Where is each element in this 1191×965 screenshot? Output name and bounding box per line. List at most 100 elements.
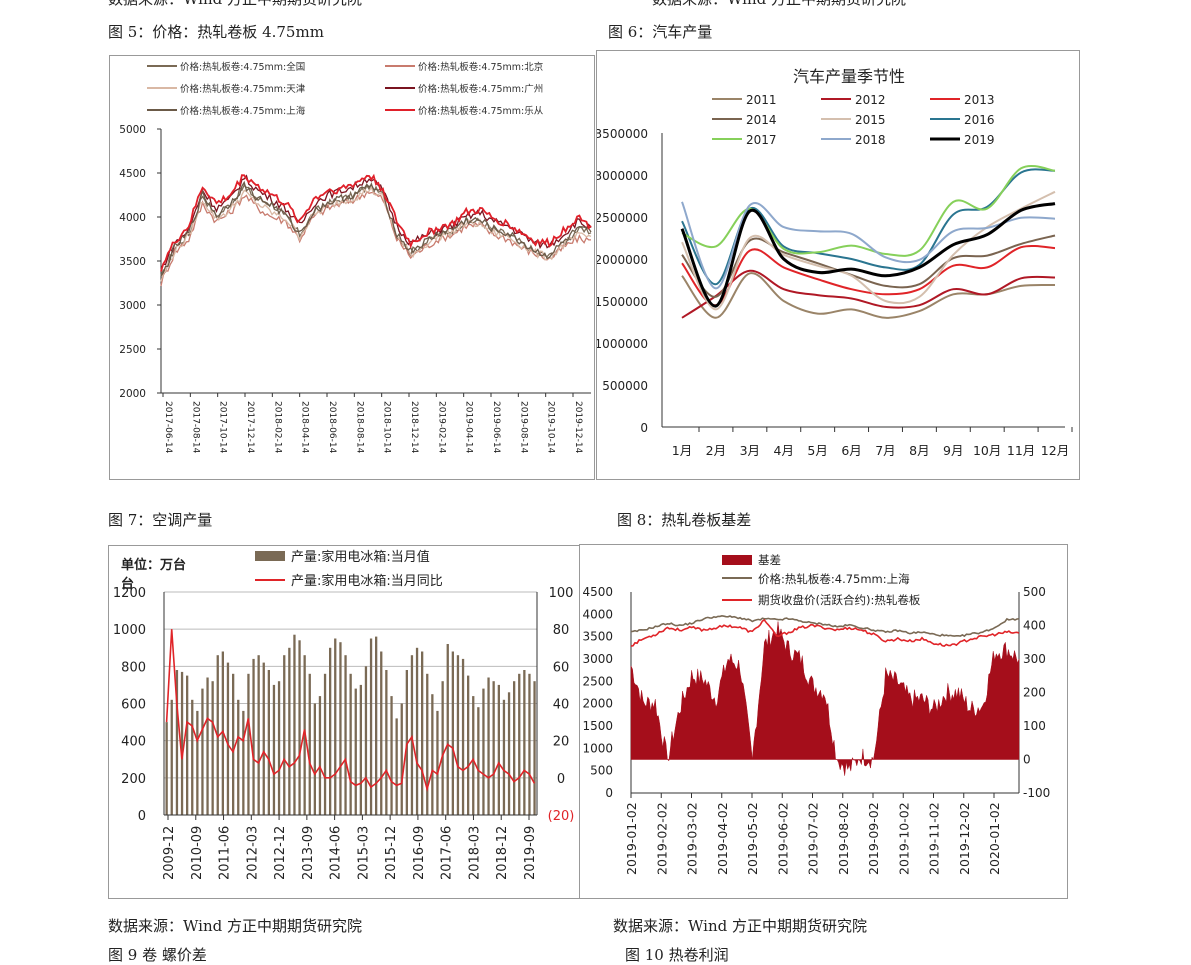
fig8-y2tick-label-300: 300 (1023, 652, 1046, 666)
fig7-xtick-label-2016-09: 2016-09 (412, 826, 427, 880)
fig7-xtick-label-2018-03: 2018-03 (467, 826, 482, 880)
fig7-ytick-label-400: 400 (121, 735, 146, 750)
fig8-ytick-label-1500: 1500 (582, 719, 613, 733)
fig8-xtick-label-2019-01-02: 2019-01-02 (624, 802, 639, 875)
fig5-chart: 价格:热轧板卷:4.75mm:全国 价格:热轧板卷:4.75mm:北京价格:热轧板… (119, 61, 592, 454)
fig7-bar (385, 670, 388, 815)
fig7-y2tick-label-0: 0 (557, 772, 565, 787)
fig8-legend-swatch-basis (722, 555, 752, 565)
fig7-bar (533, 681, 536, 815)
fig6-ytick-label-2000000: 2000000 (597, 253, 648, 267)
fig5-xtick-label-2019-02-14: 2019-02-14 (436, 401, 446, 454)
fig7-bar (344, 655, 347, 815)
fig7-bar (518, 673, 521, 815)
fig7-bar (421, 651, 424, 815)
fig7-xtick-label-2012-12: 2012-12 (273, 826, 288, 880)
bottom-right-source-caption: 数据来源：Wind 方正中期期货研究院 (613, 917, 867, 935)
fig7-bar (375, 636, 378, 815)
fig6-series-line-2018 (681, 201, 1056, 290)
fig5-xtick-label-2019-12-14: 2019-12-14 (573, 401, 583, 454)
fig7-bar (467, 675, 470, 815)
fig7-bar (456, 655, 460, 815)
fig7-bar (334, 638, 337, 815)
fig7-legend-label-bar: 产量:家用电冰箱:当月值 (291, 549, 430, 565)
fig8-caption: 图 8：热轧卷板基差 (617, 511, 752, 529)
fig7-ytick-label-200: 200 (121, 772, 146, 787)
fig7-bar (415, 647, 419, 816)
fig8-xtick-label-2019-03-02: 2019-03-02 (685, 802, 700, 875)
fig5-ytick-label-2500: 2500 (119, 344, 146, 356)
fig6-xtick-label-2月: 2月 (706, 443, 726, 458)
fig5-xtick-label-2019-08-14: 2019-08-14 (518, 401, 528, 454)
fig6-legend-label-2013: 2013 (964, 93, 995, 107)
fig7-bar (175, 670, 179, 815)
fig6-ytick-label-3500000: 3500000 (597, 127, 648, 141)
fig6-ytick-label-3000000: 3000000 (597, 169, 648, 183)
fig6-xtick-label-11月: 11月 (1007, 443, 1035, 458)
fig7-bar (247, 673, 250, 815)
fig7-bar (226, 662, 230, 815)
fig7-bar (380, 651, 383, 815)
fig7-xtick-label-2012-03: 2012-03 (245, 826, 260, 880)
top-left-source-caption: 数据来源：Wind 方正中期期货研究院 (108, 0, 362, 9)
fig8-xtick-label-2019-11-02: 2019-11-02 (927, 802, 942, 875)
fig7-bar (477, 707, 480, 815)
fig6-series-line-2019 (680, 202, 1056, 308)
fig7-bar (242, 710, 245, 815)
fig6-legend-label-2017: 2017 (746, 133, 777, 147)
fig7-bar (262, 662, 265, 815)
fig8-xtick-label-2020-01-02: 2020-01-02 (987, 802, 1002, 875)
fig7-bar (237, 699, 240, 815)
fig7-bar (288, 647, 291, 816)
fig8-y2tick-label-400: 400 (1023, 619, 1046, 633)
fig7-bar (431, 694, 434, 815)
fig7-bar (323, 673, 327, 815)
fig7-bar (497, 684, 500, 815)
fig5-xtick-label-2017-08-14: 2017-08-14 (190, 401, 200, 454)
fig8-series-line-spot (630, 614, 1020, 638)
fig10-caption-partial: 图 10 热卷利润 (625, 946, 729, 964)
fig6-xtick-label-12月: 12月 (1041, 443, 1069, 458)
fig8-ytick-label-1000: 1000 (582, 741, 613, 755)
fig5-ytick-label-2000: 2000 (119, 388, 146, 400)
fig5-xtick-label-2018-04-14: 2018-04-14 (300, 401, 310, 454)
fig6-ytick-label-1500000: 1500000 (597, 295, 648, 309)
fig6-xtick-label-7月: 7月 (875, 443, 895, 458)
fig5-series-line-价格:热轧板卷:4.75mm:天津 (160, 185, 592, 282)
fig5-xtick-label-2018-06-14: 2018-06-14 (327, 401, 337, 454)
fig6-ytick-label-500000: 500000 (602, 379, 648, 393)
fig7-ytick-label-1000: 1000 (113, 623, 146, 638)
fig8-xtick-label-2019-07-02: 2019-07-02 (806, 802, 821, 875)
fig8-y2tick-label--100: -100 (1023, 786, 1050, 800)
fig5-ytick-label-4500: 4500 (119, 168, 146, 180)
fig6-ytick-label-0: 0 (640, 421, 648, 435)
fig7-caption: 图 7：空调产量 (108, 511, 213, 529)
fig7-y2tick-label-100: 100 (549, 586, 574, 601)
fig7-bar (400, 703, 403, 815)
fig7-xtick-label-2011-06: 2011-06 (218, 826, 233, 880)
fig7-bar (308, 673, 311, 815)
legend-label-价格:热轧板卷:4.75mm:天津: 价格:热轧板卷:4.75mm:天津 (180, 83, 306, 95)
fig6-chart: 汽车产量季节性 2011 2012 2013 2014 2015 2016 2017 2018 2… (595, 67, 1073, 458)
fig7-bar (513, 681, 516, 815)
fig7-bar (487, 677, 490, 815)
top-right-source-caption: 数据来源：Wind 方正中期期货研究院 (652, 0, 906, 9)
legend-label-价格:热轧板卷:4.75mm:全国: 价格:热轧板卷:4.75mm:全国 (180, 61, 305, 73)
fig7-y2tick-label-60: 60 (553, 660, 570, 675)
fig7-bar (426, 673, 429, 815)
fig5-xtick-label-2019-06-14: 2019-06-14 (491, 401, 501, 454)
fig7-bar (191, 699, 194, 815)
fig7-bar (523, 670, 526, 815)
fig6-series-line-2012 (681, 269, 1056, 319)
fig6-legend-label-2019: 2019 (964, 133, 995, 147)
fig7-xtick-label-2010-09: 2010-09 (190, 826, 205, 880)
fig7-bar (272, 684, 276, 815)
fig5-ytick-label-4000: 4000 (119, 212, 146, 224)
fig6-xtick-label-8月: 8月 (909, 443, 929, 458)
fig7-bar (165, 722, 168, 815)
fig7-bar (349, 673, 352, 815)
fig8-xtick-label-2019-09-02: 2019-09-02 (866, 802, 881, 875)
fig8-xtick-label-2019-06-02: 2019-06-02 (775, 802, 790, 875)
fig7-xtick-label-2014-06: 2014-06 (329, 826, 344, 880)
fig7-bar (507, 692, 511, 815)
